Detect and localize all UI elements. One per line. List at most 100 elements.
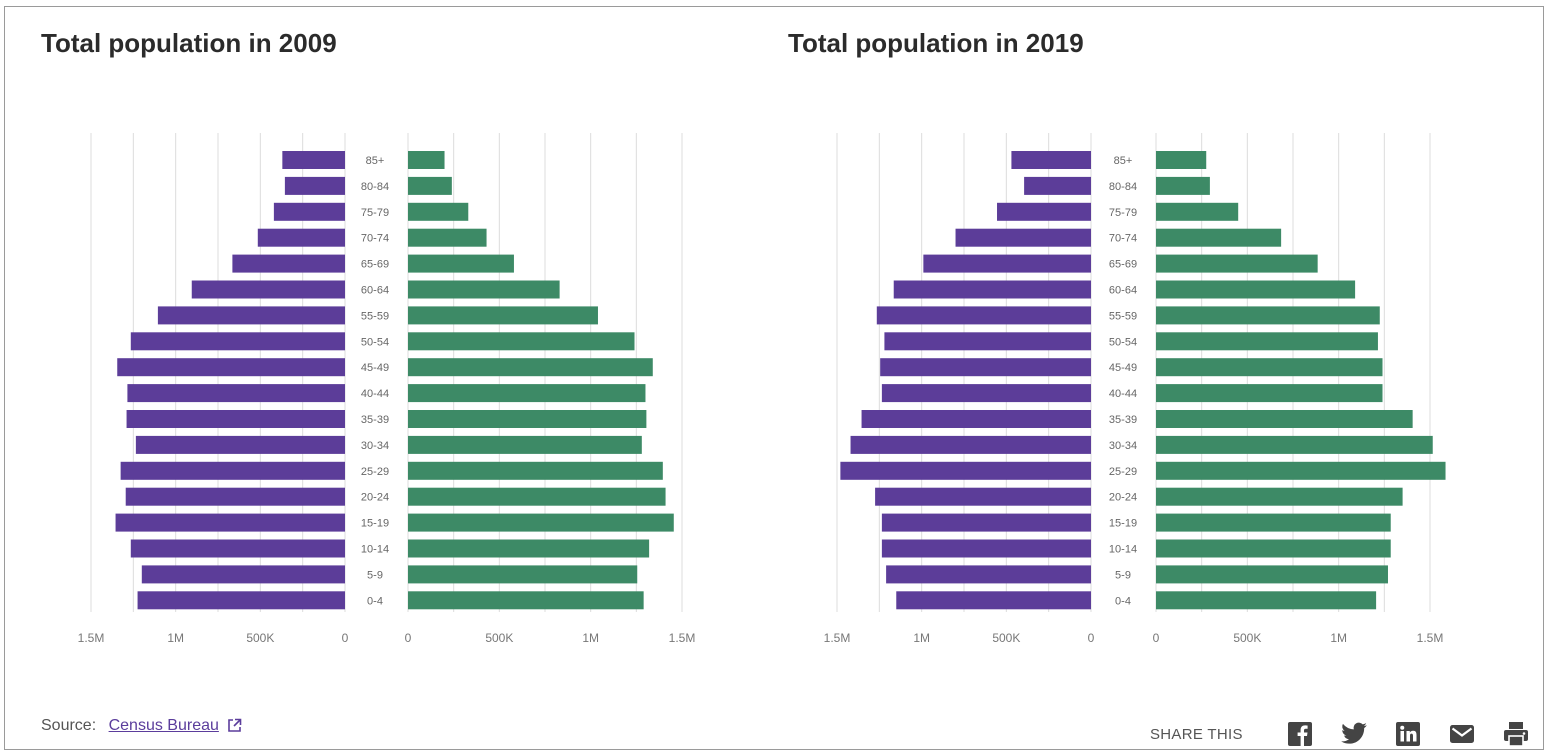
bar-right-0-4[interactable] bbox=[1156, 591, 1377, 610]
print-icon[interactable] bbox=[1502, 720, 1530, 748]
bar-right-80-84[interactable] bbox=[1156, 176, 1210, 195]
bar-right-75-79[interactable] bbox=[408, 202, 469, 221]
bar-left-55-59[interactable] bbox=[157, 306, 345, 325]
twitter-icon[interactable] bbox=[1340, 720, 1368, 748]
bar-right-80-84[interactable] bbox=[408, 176, 452, 195]
bar-left-65-69[interactable] bbox=[923, 254, 1091, 273]
bar-right-40-44[interactable] bbox=[408, 384, 646, 403]
age-label: 35-39 bbox=[361, 414, 389, 426]
facebook-icon[interactable] bbox=[1286, 720, 1314, 748]
bar-right-70-74[interactable] bbox=[408, 228, 487, 247]
bar-right-45-49[interactable] bbox=[408, 358, 653, 377]
age-label: 0-4 bbox=[1115, 595, 1131, 607]
age-label: 55-59 bbox=[1109, 310, 1137, 322]
bar-right-65-69[interactable] bbox=[1156, 254, 1318, 273]
linkedin-icon[interactable] bbox=[1394, 720, 1422, 748]
bar-right-35-39[interactable] bbox=[408, 410, 647, 428]
bar-left-15-19[interactable] bbox=[115, 513, 345, 532]
x-tick-label-left: 500K bbox=[992, 631, 1020, 645]
bar-left-40-44[interactable] bbox=[127, 384, 345, 403]
bar-right-25-29[interactable] bbox=[408, 461, 663, 480]
age-label: 65-69 bbox=[361, 259, 389, 271]
bar-left-10-14[interactable] bbox=[881, 539, 1091, 558]
bar-left-60-64[interactable] bbox=[191, 280, 345, 299]
x-tick-label-right: 0 bbox=[1153, 631, 1160, 645]
bar-right-35-39[interactable] bbox=[1156, 410, 1413, 428]
bar-right-60-64[interactable] bbox=[408, 280, 560, 299]
bar-left-65-69[interactable] bbox=[232, 254, 345, 273]
x-tick-label-left: 1M bbox=[913, 631, 930, 645]
bar-right-55-59[interactable] bbox=[408, 306, 598, 325]
bar-right-5-9[interactable] bbox=[408, 565, 638, 584]
bar-right-25-29[interactable] bbox=[1156, 461, 1446, 480]
bar-right-50-54[interactable] bbox=[408, 332, 635, 351]
bar-right-30-34[interactable] bbox=[408, 435, 642, 454]
bar-left-30-34[interactable] bbox=[850, 435, 1091, 454]
bar-left-80-84[interactable] bbox=[1024, 176, 1091, 195]
bar-left-20-24[interactable] bbox=[125, 487, 345, 506]
bar-right-45-49[interactable] bbox=[1156, 358, 1383, 377]
bar-left-75-79[interactable] bbox=[997, 202, 1091, 221]
bar-right-15-19[interactable] bbox=[1156, 513, 1391, 532]
bar-left-0-4[interactable] bbox=[137, 591, 345, 610]
age-label: 80-84 bbox=[1109, 181, 1137, 193]
bar-right-10-14[interactable] bbox=[408, 539, 650, 558]
bar-left-25-29[interactable] bbox=[840, 461, 1091, 480]
bar-left-50-54[interactable] bbox=[884, 332, 1091, 351]
bar-right-30-34[interactable] bbox=[1156, 435, 1433, 454]
bar-right-50-54[interactable] bbox=[1156, 332, 1378, 351]
bar-right-55-59[interactable] bbox=[1156, 306, 1380, 325]
age-label: 0-4 bbox=[367, 595, 383, 607]
source-link[interactable]: Census Bureau bbox=[108, 717, 219, 734]
bar-right-85+[interactable] bbox=[408, 151, 445, 169]
x-tick-label-left: 500K bbox=[246, 631, 274, 645]
bar-left-85+[interactable] bbox=[282, 151, 345, 169]
x-tick-label-right: 500K bbox=[1233, 631, 1261, 645]
bar-left-55-59[interactable] bbox=[876, 306, 1091, 325]
bar-left-35-39[interactable] bbox=[126, 410, 345, 428]
bar-right-20-24[interactable] bbox=[1156, 487, 1403, 506]
bar-right-75-79[interactable] bbox=[1156, 202, 1239, 221]
bar-left-5-9[interactable] bbox=[141, 565, 345, 584]
bar-left-30-34[interactable] bbox=[135, 435, 345, 454]
bar-left-10-14[interactable] bbox=[130, 539, 345, 558]
age-label: 25-29 bbox=[361, 466, 389, 478]
x-tick-label-right: 1.5M bbox=[1417, 631, 1444, 645]
age-label: 45-49 bbox=[1109, 362, 1137, 374]
bar-right-70-74[interactable] bbox=[1156, 228, 1282, 247]
source-line: Source: Census Bureau bbox=[41, 717, 242, 735]
bar-left-0-4[interactable] bbox=[896, 591, 1091, 610]
bar-left-80-84[interactable] bbox=[284, 176, 345, 195]
email-icon[interactable] bbox=[1448, 720, 1476, 748]
bar-left-5-9[interactable] bbox=[886, 565, 1091, 584]
bar-right-0-4[interactable] bbox=[408, 591, 644, 610]
bar-right-85+[interactable] bbox=[1156, 151, 1207, 169]
bar-left-70-74[interactable] bbox=[955, 228, 1091, 247]
bar-right-60-64[interactable] bbox=[1156, 280, 1356, 299]
bar-left-40-44[interactable] bbox=[881, 384, 1091, 403]
bar-left-75-79[interactable] bbox=[273, 202, 345, 221]
bar-left-45-49[interactable] bbox=[117, 358, 345, 377]
bar-left-50-54[interactable] bbox=[130, 332, 345, 351]
bar-right-20-24[interactable] bbox=[408, 487, 666, 506]
bar-left-60-64[interactable] bbox=[893, 280, 1091, 299]
bar-right-65-69[interactable] bbox=[408, 254, 514, 273]
external-link-icon[interactable] bbox=[227, 718, 242, 733]
chart-frame bbox=[4, 6, 1544, 750]
bar-left-45-49[interactable] bbox=[880, 358, 1091, 377]
age-label: 75-79 bbox=[361, 207, 389, 219]
age-label: 40-44 bbox=[1109, 388, 1137, 400]
bar-left-70-74[interactable] bbox=[257, 228, 345, 247]
bar-right-5-9[interactable] bbox=[1156, 565, 1388, 584]
bar-left-20-24[interactable] bbox=[875, 487, 1091, 506]
bar-left-35-39[interactable] bbox=[861, 410, 1091, 428]
bar-right-15-19[interactable] bbox=[408, 513, 674, 532]
age-label: 15-19 bbox=[1109, 518, 1137, 530]
bar-left-25-29[interactable] bbox=[120, 461, 345, 480]
bar-left-85+[interactable] bbox=[1011, 151, 1091, 169]
bar-right-10-14[interactable] bbox=[1156, 539, 1391, 558]
age-label: 20-24 bbox=[361, 492, 389, 504]
bar-left-15-19[interactable] bbox=[881, 513, 1091, 532]
bar-right-40-44[interactable] bbox=[1156, 384, 1383, 403]
age-label: 60-64 bbox=[1109, 285, 1137, 297]
